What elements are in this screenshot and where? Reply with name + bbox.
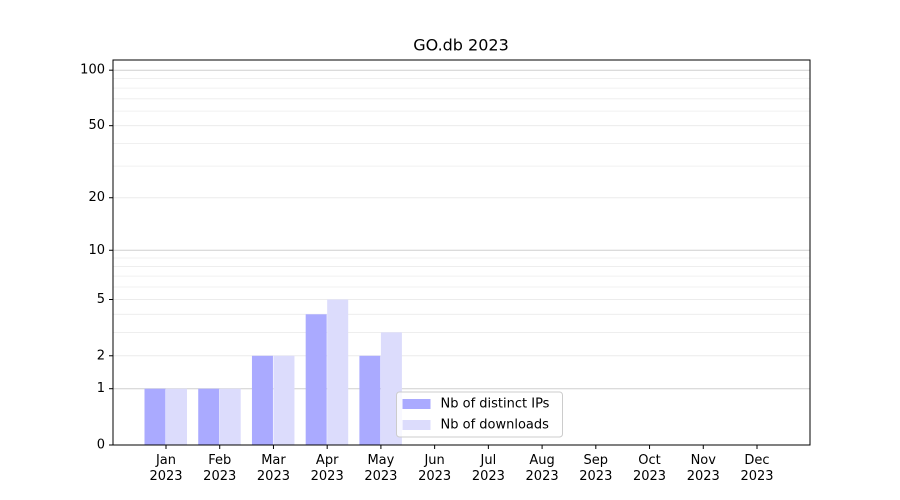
y-tick-label: 5 xyxy=(97,292,105,307)
legend-label: Nb of distinct IPs xyxy=(441,397,550,412)
chart-title: GO.db 2023 xyxy=(413,36,509,55)
x-tick-label: Sep 2023 xyxy=(579,453,613,484)
bar xyxy=(327,299,349,445)
x-tick-label: Dec 2023 xyxy=(740,453,774,484)
x-tick-label: Apr 2023 xyxy=(310,453,344,484)
x-tick-label: Feb 2023 xyxy=(203,453,237,484)
bar xyxy=(219,388,241,445)
y-tick-label: 20 xyxy=(88,190,105,205)
bar xyxy=(273,355,295,445)
y-tick-label: 10 xyxy=(88,243,105,258)
y-tick-label: 1 xyxy=(97,381,105,396)
x-tick-label: Mar 2023 xyxy=(256,453,290,484)
y-tick-label: 2 xyxy=(97,348,105,363)
bar xyxy=(251,355,273,445)
plot-frame xyxy=(112,59,811,446)
y-tick-label: 50 xyxy=(88,118,105,133)
y-tick-label: 0 xyxy=(97,438,105,453)
bar xyxy=(305,314,327,445)
legend-box xyxy=(396,391,563,438)
x-tick-label: May 2023 xyxy=(364,453,398,484)
y-tick-label: 100 xyxy=(80,63,105,78)
bar xyxy=(359,355,381,445)
bar xyxy=(198,388,220,445)
legend-swatch xyxy=(402,399,431,409)
bar xyxy=(144,388,166,445)
x-tick-label: Jan 2023 xyxy=(149,453,183,484)
legend-label: Nb of downloads xyxy=(441,418,550,433)
bar xyxy=(166,388,187,445)
x-tick-label: Oct 2023 xyxy=(632,453,667,484)
x-tick-label: Jun 2023 xyxy=(418,453,452,484)
legend-swatch xyxy=(402,420,431,430)
x-tick-label: Nov 2023 xyxy=(686,453,720,484)
x-tick-label: Aug 2023 xyxy=(525,453,559,484)
legend: Nb of distinct IPs Nb of downloads xyxy=(396,391,563,438)
x-tick-label: Jul 2023 xyxy=(471,453,505,484)
